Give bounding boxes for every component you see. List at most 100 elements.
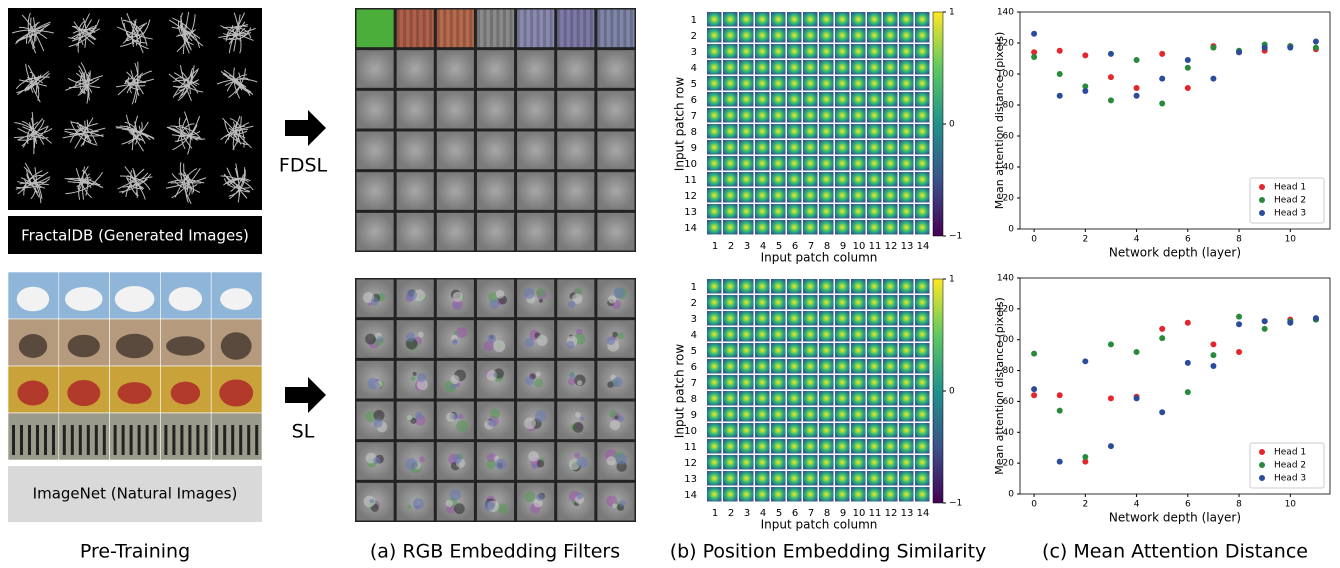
filter: [357, 50, 394, 88]
filter-blob: [607, 337, 615, 345]
heatmap-cell: [707, 28, 722, 43]
heatmap-cell: [755, 124, 770, 139]
column-label: 3: [744, 508, 750, 519]
point: [1031, 54, 1037, 60]
filter-blob: [411, 376, 416, 381]
heatmap-cell: [739, 471, 754, 486]
heatmap-cell: [771, 311, 786, 326]
heatmap-cell: [915, 311, 930, 326]
point: [1185, 65, 1191, 71]
heatmap-cell: [819, 108, 834, 123]
point: [1210, 341, 1216, 347]
heatmap-cell: [915, 92, 930, 107]
filter-blob: [614, 287, 625, 298]
filter-blob: [532, 464, 537, 469]
filter: [477, 132, 514, 170]
heatmap-cell: [803, 140, 818, 155]
filter: [437, 402, 474, 440]
heatmap-cell: [883, 156, 898, 171]
heatmap-cell: [867, 343, 882, 358]
point: [1134, 349, 1140, 355]
heatmap-cell: [707, 140, 722, 155]
heatmap-cell: [707, 44, 722, 59]
row-label: 14: [684, 490, 697, 501]
filter-stripe: [450, 10, 453, 48]
heatmap-cell: [723, 279, 738, 294]
heatmap-cell: [835, 60, 850, 75]
filter: [517, 213, 554, 251]
x-tick-label: 4: [1134, 235, 1140, 245]
heatmap-cell: [915, 156, 930, 171]
arrow-label: SL: [292, 421, 315, 443]
heatmap-cell: [899, 343, 914, 358]
point: [1185, 57, 1191, 63]
heatmap-cell: [915, 188, 930, 203]
row-label: 3: [691, 314, 697, 325]
heatmap-cell: [755, 44, 770, 59]
heatmap-cell: [771, 279, 786, 294]
filter: [517, 91, 554, 129]
heatmap-cell: [883, 311, 898, 326]
heatmap-cell: [867, 12, 882, 27]
heatmap-cell: [723, 311, 738, 326]
stripe: [223, 425, 226, 455]
heatmap-cell: [771, 295, 786, 310]
heatmap-cell: [819, 439, 834, 454]
heatmap-cell: [803, 92, 818, 107]
heatmap-cell: [707, 375, 722, 390]
filter-blob: [374, 418, 383, 427]
heatmap-cell: [851, 455, 866, 470]
filter: [477, 91, 514, 129]
heatmap-cell: [803, 220, 818, 235]
filter-blob: [612, 332, 618, 338]
filter: [397, 10, 434, 48]
filter-blob: [617, 416, 624, 423]
heatmap-cell: [739, 407, 754, 422]
row-label: 14: [684, 223, 697, 234]
point: [1262, 326, 1268, 332]
filter-stripe: [429, 10, 432, 48]
heatmap-cell: [723, 327, 738, 342]
filter-blob: [607, 456, 616, 465]
row-label: 8: [691, 127, 697, 138]
heatmap-cell: [915, 60, 930, 75]
heatmap-cell: [707, 407, 722, 422]
heatmap-cell: [883, 172, 898, 187]
heatmap-cell: [707, 156, 722, 171]
x-tick-label: 2: [1082, 235, 1088, 245]
heatmap-cell: [835, 327, 850, 342]
row-label: 11: [684, 175, 697, 186]
heatmap-cell: [787, 311, 802, 326]
point: [1159, 326, 1165, 332]
row-label: 6: [691, 95, 697, 106]
heatmap-cell: [803, 391, 818, 406]
heatmap-cell: [787, 92, 802, 107]
legend-marker: [1259, 449, 1265, 455]
heatmap-cell: [835, 108, 850, 123]
heatmap-cell: [707, 455, 722, 470]
heatmap-cell: [787, 124, 802, 139]
heatmap-cell: [739, 108, 754, 123]
heatmap-cell: [899, 188, 914, 203]
heatmap-cell: [707, 12, 722, 27]
filter-blob: [537, 460, 545, 468]
legend-marker: [1259, 184, 1265, 190]
object: [171, 382, 200, 405]
heatmap-cell: [771, 124, 786, 139]
heatmap-cell: [835, 156, 850, 171]
x-tick-label: 8: [1236, 500, 1242, 510]
x-tick-label: 4: [1134, 500, 1140, 510]
heatmap-cell: [883, 108, 898, 123]
filter-stripe: [557, 10, 560, 48]
filter-blob: [407, 505, 411, 509]
filter-blob: [406, 290, 417, 301]
heatmap-cell: [755, 92, 770, 107]
heatmap-cell: [819, 279, 834, 294]
filter-stripe: [590, 10, 593, 48]
filter-stripe: [530, 10, 533, 48]
filter-blob: [453, 292, 463, 302]
filter-blob: [493, 340, 505, 352]
filter-blob: [490, 409, 500, 419]
point: [1287, 45, 1293, 51]
heatmap-cell: [755, 60, 770, 75]
